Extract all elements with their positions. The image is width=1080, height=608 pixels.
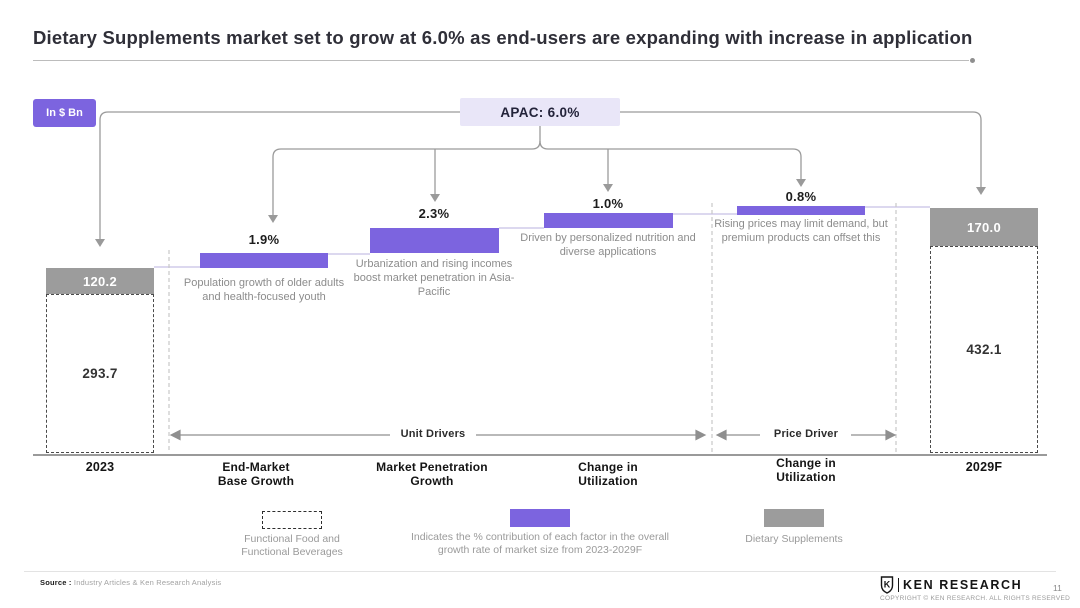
apac-growth-label: APAC: 6.0%: [460, 98, 620, 126]
pct-label-end-market: 1.9%: [248, 232, 280, 247]
legend-dashed-outline-swatch: [262, 511, 322, 529]
copyright-text: COPYRIGHT © KEN RESEARCH. ALL RIGHTS RES…: [880, 595, 1071, 602]
note-utilization-unit: Driven by personalized nutrition and div…: [520, 232, 696, 258]
axis-label-penetration: Market Penetration Growth: [376, 460, 488, 488]
pct-label-utilization-price: 0.8%: [785, 189, 817, 204]
brand-name: KEN RESEARCH: [903, 578, 1023, 592]
bar-2029f-dietary-supplements: 170.0: [930, 208, 1038, 247]
pct-label-utilization-unit: 1.0%: [592, 196, 624, 211]
title-underline-dot: [970, 58, 975, 63]
page-number: 11: [1053, 583, 1062, 593]
page-title: Dietary Supplements market set to grow a…: [33, 27, 973, 48]
bar-utilization-price: [737, 206, 865, 215]
note-end-market: Population growth of older adults and he…: [183, 277, 345, 303]
legend-purple-swatch: [510, 509, 570, 527]
ken-research-shield-icon: K: [880, 576, 894, 594]
bar-penetration-growth: [370, 228, 499, 253]
source-text: Industry Articles & Ken Research Analysi…: [73, 578, 222, 587]
legend-label-contribution: Indicates the % contribution of each fac…: [411, 531, 669, 556]
bar-2029f-functional-food: 432.1: [930, 246, 1038, 453]
legend-gray-swatch: [764, 509, 824, 527]
logo-separator: [898, 578, 899, 592]
x-axis-line: [33, 454, 1047, 456]
bar-end-market-growth: [200, 253, 328, 268]
source-note: Source : Industry Articles & Ken Researc…: [40, 578, 221, 587]
source-label: Source :: [40, 578, 72, 587]
note-utilization-price: Rising prices may limit demand, but prem…: [714, 218, 888, 244]
brand-logo: K KEN RESEARCH: [880, 576, 1022, 594]
bar-2023-dietary-supplements: 120.2: [46, 268, 154, 295]
pct-label-penetration: 2.3%: [418, 206, 450, 221]
axis-label-2023: 2023: [85, 460, 115, 474]
unit-badge: In $ Bn: [33, 99, 96, 127]
axis-label-utilization-2: Change in Utilization: [776, 456, 836, 484]
bar-2023-functional-food: 293.7: [46, 294, 154, 453]
logo-letter: K: [884, 580, 891, 590]
legend-label-functional-food: Functional Food and Functional Beverages: [241, 533, 343, 558]
price-driver-label: Price Driver: [762, 428, 850, 440]
title-underline: [33, 60, 969, 61]
axis-label-end-market: End-Market Base Growth: [217, 460, 295, 488]
bar-utilization-unit: [544, 213, 673, 228]
note-penetration: Urbanization and rising incomes boost ma…: [353, 258, 515, 298]
footer-divider: [24, 571, 1056, 572]
unit-drivers-label: Unit Drivers: [392, 428, 474, 440]
axis-label-utilization-1: Change in Utilization: [578, 460, 638, 488]
legend-label-dietary-supplements: Dietary Supplements: [745, 533, 843, 545]
axis-label-2029f: 2029F: [965, 460, 1003, 474]
